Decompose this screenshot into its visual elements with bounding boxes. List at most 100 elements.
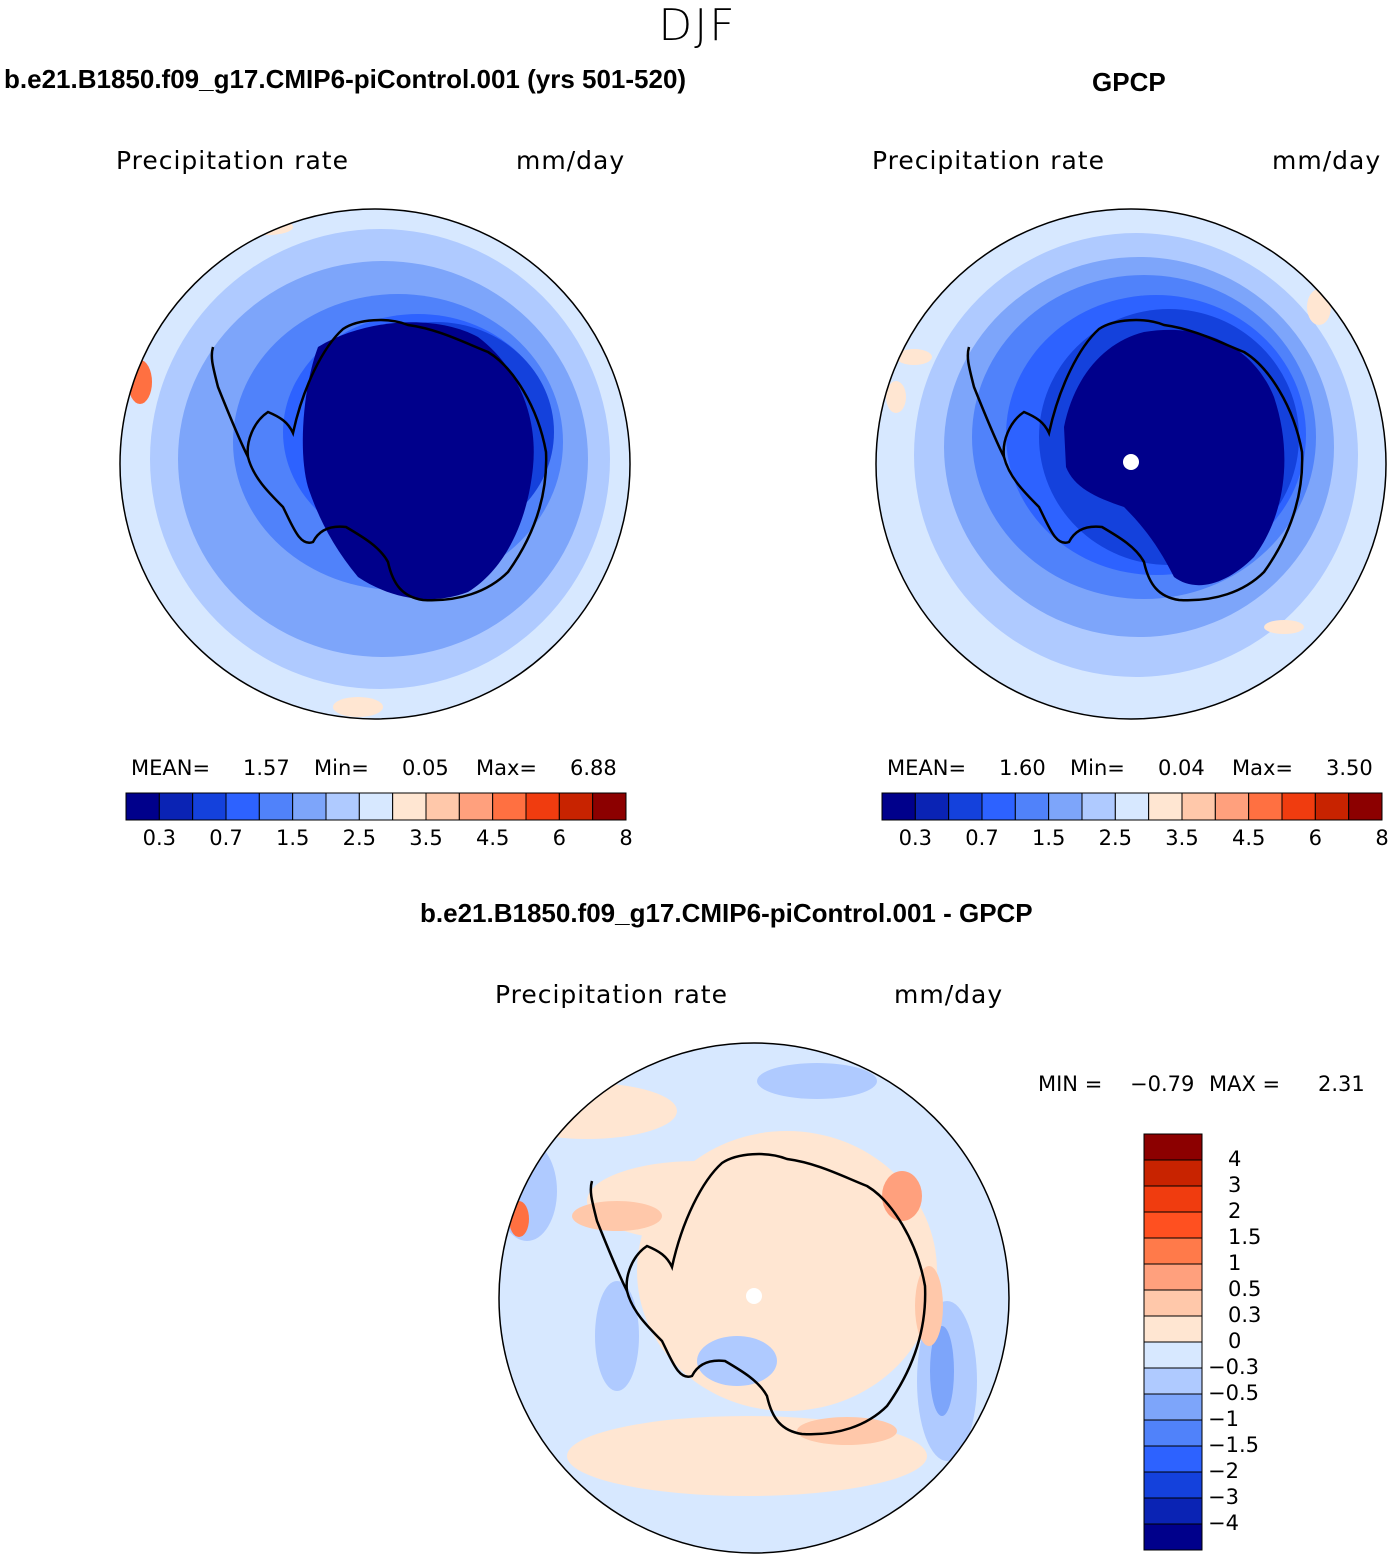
panel2-colorbar-box — [1148, 792, 1183, 821]
precip-core — [302, 322, 534, 600]
panel1-colorbar-tick-label: 0.7 — [209, 826, 243, 850]
panel3-colorbar-tick-label: −2 — [1208, 1459, 1239, 1483]
panel3-colorbar-box — [1143, 1471, 1203, 1499]
panel1-min-label: Min= — [314, 756, 369, 780]
panel3-units: mm/day — [894, 980, 1004, 1009]
missing-data-pole — [746, 1288, 762, 1304]
panel1-colorbar-tick-label: 6 — [552, 826, 567, 850]
panel3-colorbar-tick-label: −1 — [1208, 1407, 1239, 1431]
positive-region — [499, 1083, 677, 1139]
panel1-colorbar-box — [292, 792, 327, 821]
panel1-min-value: 0.05 — [402, 756, 449, 780]
panel2-min-value: 0.04 — [1158, 756, 1205, 780]
panel3-colorbar-tick-label: 3 — [1228, 1173, 1242, 1197]
panel3-colorbar-tick-label: −0.3 — [1208, 1355, 1259, 1379]
panel2-colorbar-tick-label: 1.5 — [1031, 826, 1066, 850]
panel2-colorbar-box — [1314, 792, 1350, 821]
panel3-colorbar-tick-label: 0.5 — [1228, 1277, 1262, 1301]
panel1-colorbar-box — [125, 792, 160, 821]
panel1-colorbar-box — [425, 792, 460, 821]
panel1-variable: Precipitation rate — [116, 146, 349, 175]
negative-region — [697, 1336, 777, 1386]
panel2-colorbar-box — [1081, 792, 1116, 821]
panel1-colorbar-tick-label: 8 — [619, 826, 633, 850]
panel3-colorbar-box — [1143, 1159, 1203, 1187]
panel2-colorbar-box — [1181, 792, 1216, 821]
panel1-colorbar-box — [258, 792, 294, 821]
panel2-colorbar-tick-label: 2.5 — [1098, 826, 1133, 850]
panel1-map — [119, 208, 631, 720]
panel2-colorbar-box — [981, 792, 1016, 821]
warm-spot-small — [333, 697, 383, 717]
panel2-colorbar-tick-label: 0.3 — [898, 826, 933, 850]
panel2-mean-label: MEAN= — [887, 756, 967, 780]
panel1-colorbar-tick-label: 0.3 — [142, 826, 177, 850]
panel2-min-label: Min= — [1070, 756, 1125, 780]
panel2-colorbar-box — [914, 792, 950, 821]
panel3-colorbar-tick-label: −4 — [1208, 1511, 1239, 1535]
missing-data-pole — [1123, 454, 1139, 470]
panel2-colorbar-box — [1114, 792, 1150, 821]
panel2-max-value: 3.50 — [1326, 756, 1373, 780]
panel3-title: b.e21.B1850.f09_g17.CMIP6-piControl.001 … — [420, 898, 1033, 928]
panel2-colorbar-box — [1248, 792, 1283, 821]
warm-spot-small — [1307, 289, 1331, 325]
panel1-colorbar-box — [458, 792, 494, 821]
panel2-colorbar-box — [1348, 792, 1383, 821]
panel2-colorbar-box — [1048, 792, 1083, 821]
precip-core — [1064, 329, 1285, 586]
panel1-colorbar-box — [225, 792, 260, 821]
panel3-min-label: MIN = — [1038, 1072, 1103, 1096]
panel1-colorbar-box — [592, 792, 627, 821]
panel1-colorbar-tick-label: 2.5 — [342, 826, 377, 850]
panel3-colorbar-box — [1143, 1315, 1203, 1343]
positive-ridge — [572, 1201, 662, 1231]
panel1-units: mm/day — [516, 146, 626, 175]
antarctica-outline — [1002, 318, 1304, 602]
antarctic-peninsula-outline — [210, 346, 250, 458]
panel3-colorbar-box — [1143, 1289, 1203, 1317]
panel3-map — [498, 1042, 1010, 1554]
panel1-colorbar-ticks: 0.3 0.7 1.5 2.5 3.5 4.5 6 8 — [126, 826, 633, 852]
panel2-colorbar-tick-label: 0.7 — [965, 826, 999, 850]
panel2-colorbar — [881, 792, 1383, 821]
panel1-mean-value: 1.57 — [243, 756, 290, 780]
panel2-map — [875, 208, 1387, 720]
panel2-max-label: Max= — [1232, 756, 1294, 780]
panel2-colorbar-ticks: 0.3 0.7 1.5 2.5 3.5 4.5 6 8 — [882, 826, 1389, 852]
antarctic-peninsula-outline — [589, 1180, 629, 1292]
strong-negative — [930, 1326, 954, 1416]
positive-ridge — [797, 1417, 897, 1445]
panel3-colorbar-box — [1143, 1523, 1203, 1551]
panel3-colorbar-ticks: 4 3 2 1.5 1 0.5 0.3 0 −0.3 −0.5 −1 −1.5 −2 −3 −4 — [1208, 1134, 1292, 1550]
panel3-colorbar-box — [1143, 1185, 1203, 1213]
warm-spot-small — [1264, 620, 1304, 634]
warm-spot-small — [886, 381, 906, 413]
panel3-colorbar-box — [1143, 1497, 1203, 1525]
panel1-colorbar — [125, 792, 627, 821]
panel1-colorbar-box — [392, 792, 427, 821]
panel3-colorbar-tick-label: 4 — [1228, 1147, 1242, 1171]
panel3-variable: Precipitation rate — [495, 980, 728, 1009]
panel3-colorbar-tick-label: 0 — [1228, 1329, 1242, 1353]
panel1-colorbar-box — [192, 792, 227, 821]
panel3-colorbar-box — [1143, 1237, 1203, 1265]
negative-region — [595, 1281, 639, 1391]
antarctica-outline — [246, 318, 548, 602]
panel1-colorbar-tick-label: 3.5 — [409, 826, 443, 850]
positive-ridge — [882, 1171, 922, 1221]
panel1-colorbar-box — [325, 792, 360, 821]
warm-spot-small — [896, 349, 932, 365]
panel3-colorbar-tick-label: 0.3 — [1228, 1303, 1262, 1327]
panel1-colorbar-tick-label: 4.5 — [475, 826, 510, 850]
panel1-max-value: 6.88 — [570, 756, 617, 780]
panel1-colorbar-box — [492, 792, 527, 821]
panel3-colorbar-box — [1143, 1419, 1203, 1447]
panel3-colorbar-box — [1143, 1341, 1203, 1369]
panel3-colorbar-tick-label: −1.5 — [1208, 1433, 1259, 1457]
panel1-colorbar-box — [558, 792, 594, 821]
panel3-colorbar-tick-label: 1 — [1228, 1251, 1242, 1275]
positive-ridge — [915, 1266, 943, 1346]
panel3-colorbar-tick-label: 1.5 — [1228, 1225, 1262, 1249]
panel2-colorbar-tick-label: 6 — [1308, 826, 1323, 850]
